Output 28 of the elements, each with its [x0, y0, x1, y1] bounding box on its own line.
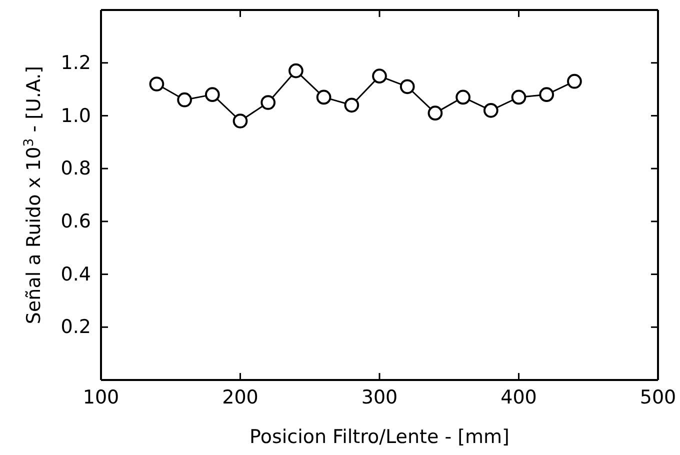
y-tick-label: 1.0 — [60, 104, 91, 127]
point — [511, 90, 526, 105]
point — [260, 95, 276, 110]
point — [539, 87, 554, 102]
y-tick-label: 0.6 — [60, 210, 91, 233]
point — [456, 90, 470, 105]
point — [372, 68, 387, 84]
x-tick-label: 400 — [500, 386, 537, 408]
point — [428, 106, 443, 120]
y-tick-label: 0.8 — [60, 158, 91, 180]
x-tick-label: 300 — [361, 386, 398, 408]
y-tick-label: 0.2 — [60, 316, 91, 338]
point — [288, 63, 304, 78]
point — [177, 92, 192, 108]
y-tick-label: 1.2 — [60, 52, 91, 74]
x-tick-label: 200 — [222, 386, 258, 408]
point — [344, 98, 360, 113]
point — [204, 87, 220, 102]
point — [149, 76, 164, 92]
x-tick-label: 100 — [82, 386, 120, 408]
x-tick-label: 500 — [640, 386, 676, 408]
point — [567, 74, 582, 89]
point — [232, 114, 248, 128]
point — [400, 79, 415, 94]
point — [483, 103, 498, 118]
y-tick-label: 0.4 — [60, 263, 91, 286]
point — [316, 90, 332, 105]
x-axis-title: Posicion Filtro/Lente - [mm] — [250, 426, 510, 448]
